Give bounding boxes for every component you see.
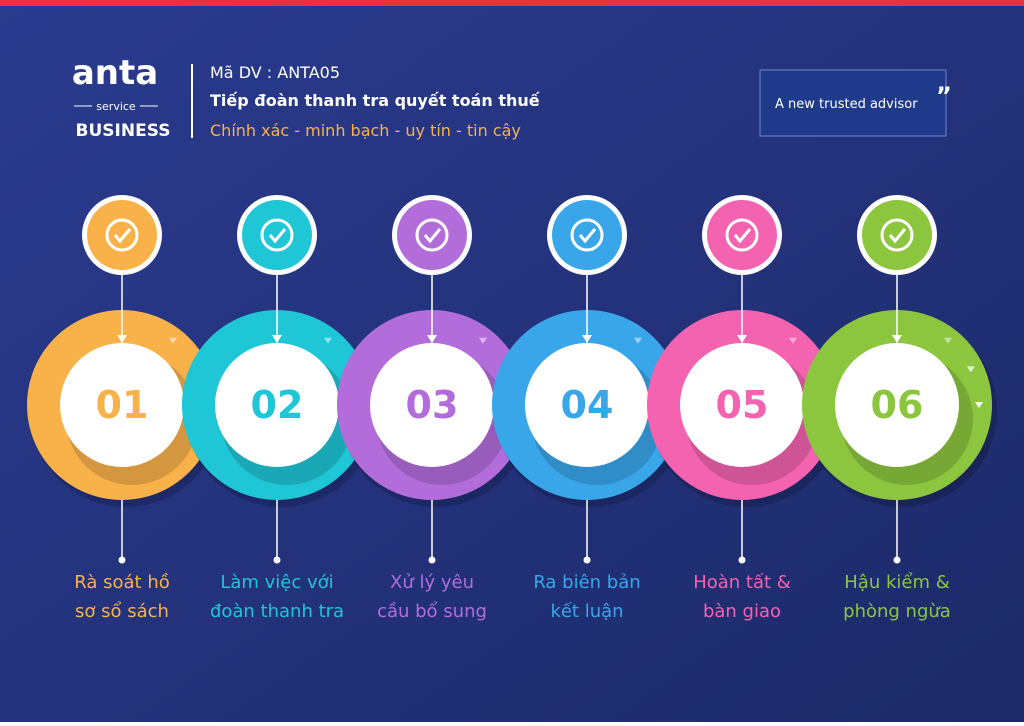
icon-check — [733, 228, 752, 244]
chevron — [788, 337, 797, 344]
icon-check — [423, 228, 442, 244]
step-label: Xử lý yêu — [390, 572, 474, 593]
title: Tiếp đoàn thanh tra quyết toán thuế — [210, 91, 541, 110]
chevron — [168, 337, 177, 344]
icon-glyph — [570, 218, 604, 252]
step-label: cầu bổ sung — [377, 601, 487, 622]
arrow — [272, 335, 282, 343]
tagline-box — [759, 69, 947, 137]
icon-circle — [707, 200, 777, 270]
service-code: Mã DV : ANTA05 — [210, 63, 340, 82]
arrow — [117, 335, 127, 343]
inner-circle — [835, 343, 959, 467]
logo-sub: service — [96, 100, 136, 113]
top-bar — [0, 0, 1024, 6]
chevron — [943, 337, 952, 344]
step-label: sơ sổ sách — [75, 601, 169, 622]
leader-dot — [893, 556, 901, 564]
icon-glyph — [725, 218, 759, 252]
leader-dot — [273, 556, 281, 564]
step-number: 02 — [251, 383, 304, 427]
icon-glyph — [260, 218, 294, 252]
step-label: đoàn thanh tra — [210, 601, 344, 622]
inner-circle — [215, 343, 339, 467]
step-label: Ra biên bản — [533, 572, 640, 593]
icon-circle — [552, 200, 622, 270]
step-number: 06 — [871, 383, 924, 427]
step-label: bàn giao — [703, 601, 781, 622]
step-number: 04 — [561, 383, 614, 427]
step-label: Hậu kiểm & — [844, 572, 950, 593]
chevron — [975, 402, 983, 408]
arrow — [582, 335, 592, 343]
step-label: Hoàn tất & — [693, 572, 791, 593]
step-label: kết luận — [550, 601, 623, 622]
arrow — [427, 335, 437, 343]
inner-circle — [370, 343, 494, 467]
chevron — [633, 337, 642, 344]
icon-check — [268, 228, 287, 244]
steps: 01 Rà soát hồ sơ sổ sách 02 Làm việc với đoàn… — [27, 195, 997, 622]
step-label: Rà soát hồ — [74, 572, 169, 593]
tagline: A new trusted advisor — [775, 97, 918, 112]
icon-glyph — [105, 218, 139, 252]
step-number: 05 — [716, 383, 769, 427]
chevron — [966, 366, 975, 373]
chevron — [323, 337, 332, 344]
icon-glyph — [880, 218, 914, 252]
quote-mark: ” — [936, 82, 952, 110]
leader-dot — [118, 556, 126, 564]
icon-circle — [242, 200, 312, 270]
step-number: 03 — [406, 383, 459, 427]
step-label: Làm việc với — [220, 572, 333, 593]
icon-circle — [397, 200, 467, 270]
arrow — [892, 335, 902, 343]
icon-circle — [87, 200, 157, 270]
step-label: phòng ngừa — [843, 601, 951, 622]
inner-circle — [525, 343, 649, 467]
icon-circle — [862, 200, 932, 270]
inner-circle — [60, 343, 184, 467]
inner-circle — [680, 343, 804, 467]
leader-dot — [583, 556, 591, 564]
leader-dot — [738, 556, 746, 564]
icon-check — [113, 228, 132, 244]
step-number: 01 — [96, 383, 149, 427]
icon-check — [888, 228, 907, 244]
leader-dot — [428, 556, 436, 564]
logo-brand: BUSINESS — [76, 121, 171, 141]
slogan: Chính xác - minh bạch - uy tín - tin cậy — [210, 121, 521, 140]
icon-check — [578, 228, 597, 244]
logo: anta — [72, 53, 158, 93]
arrow — [737, 335, 747, 343]
chevron — [478, 337, 487, 344]
icon-glyph — [415, 218, 449, 252]
